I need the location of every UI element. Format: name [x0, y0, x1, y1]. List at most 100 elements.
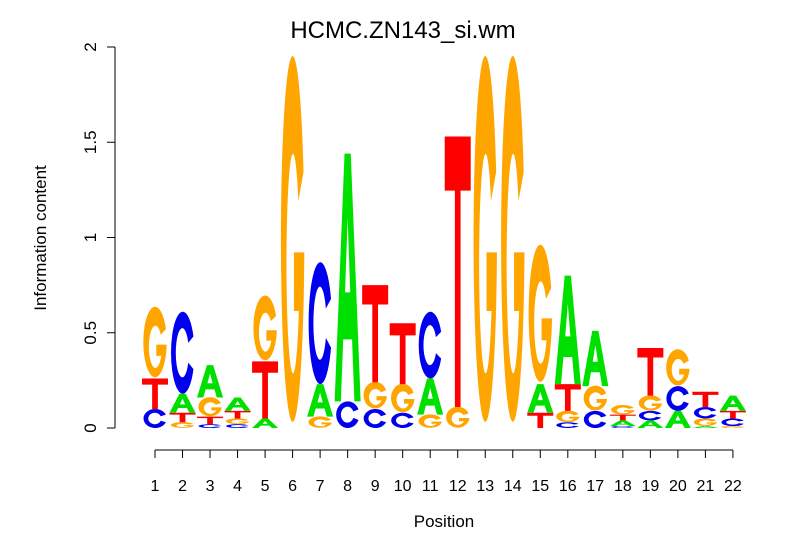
- logo-letter-A: [719, 395, 746, 411]
- logo-letter-G: [308, 416, 332, 428]
- logo-letter-G: [528, 244, 552, 382]
- logo-letter-A: [307, 384, 334, 417]
- logo-letter-T: [527, 412, 554, 428]
- logo-letter-A: [554, 275, 581, 385]
- x-tick-label: 5: [261, 478, 270, 495]
- x-tick-label: 22: [724, 478, 742, 495]
- x-tick-label: 2: [178, 478, 187, 495]
- logo-letter-G: [143, 306, 167, 378]
- logo-letter-A: [169, 393, 196, 413]
- x-tick-label: 11: [422, 478, 439, 495]
- x-tick-label: 12: [449, 478, 467, 495]
- logo-letter-C: [583, 410, 607, 428]
- x-tick-label: 16: [559, 478, 577, 495]
- x-tick-label: 8: [343, 478, 352, 495]
- logo-letter-T: [719, 410, 746, 419]
- logo-letter-C: [638, 410, 662, 421]
- logo-letter-T: [252, 361, 279, 419]
- logo-letter-T: [389, 323, 416, 385]
- x-tick-label: 3: [206, 478, 215, 495]
- logo-letter-G: [556, 410, 580, 423]
- logo-letter-A: [334, 153, 361, 402]
- logo-letters: [142, 56, 746, 428]
- logo-letter-A: [609, 420, 636, 427]
- logo-letter-A: [252, 418, 279, 428]
- logo-letter-G: [170, 422, 195, 428]
- logo-letter-C: [391, 412, 414, 428]
- logo-letter-A: [197, 365, 224, 398]
- logo-letter-T: [224, 410, 251, 419]
- logo-letter-A: [664, 410, 691, 428]
- y-tick-label: 1: [81, 233, 100, 242]
- logo-letter-C: [308, 262, 332, 385]
- logo-letter-T: [169, 412, 196, 423]
- logo-letter-G: [693, 418, 718, 426]
- y-axis-label: Information content: [31, 165, 50, 311]
- logo-letter-C: [336, 401, 359, 428]
- x-axis: 1 2 3 4 5 6 7 8 9 10 11 12 13 14 15 16 17 18 19 20 21 22: [151, 449, 742, 495]
- logo-letter-G: [666, 349, 690, 386]
- logo-letter-T: [692, 391, 719, 408]
- logo-letter-C: [226, 424, 249, 428]
- logo-letter-C: [198, 424, 221, 428]
- logo-letter-G: [638, 395, 663, 411]
- logo-letter-G: [501, 56, 525, 422]
- x-tick-label: 15: [531, 478, 549, 495]
- logo-letter-T: [142, 378, 168, 409]
- x-tick-label: 18: [614, 478, 632, 495]
- x-tick-label: 13: [476, 478, 494, 495]
- logo-letter-T: [197, 416, 224, 425]
- logo-letter-T: [444, 136, 471, 408]
- logo-letter-G: [611, 404, 635, 415]
- x-tick-label: 21: [697, 478, 715, 495]
- logo-letter-C: [666, 386, 689, 411]
- logo-letter-G: [446, 406, 470, 428]
- logo-letter-G: [418, 414, 442, 428]
- logo-letter-G: [721, 426, 745, 428]
- x-tick-label: 17: [586, 478, 604, 495]
- logo-letter-T: [362, 285, 389, 383]
- x-tick-label: 1: [151, 478, 160, 495]
- y-tick-label: 0.5: [81, 321, 100, 345]
- logo-letter-G: [583, 385, 608, 411]
- logo-letter-C: [418, 311, 442, 379]
- logo-letter-C: [721, 418, 744, 427]
- x-tick-label: 9: [371, 478, 380, 495]
- x-tick-label: 10: [394, 478, 412, 495]
- logo-letter-C: [693, 407, 717, 419]
- y-tick-label: 2: [81, 42, 100, 51]
- y-axis: 0 0.5 1 1.5 2: [81, 42, 116, 433]
- logo-letter-G: [225, 418, 250, 425]
- x-tick-label: 19: [641, 478, 659, 495]
- logo-letter-G: [473, 56, 497, 422]
- logo-letter-G: [280, 56, 305, 422]
- chart-title: HCMC.ZN143_si.wm: [290, 17, 515, 44]
- logo-letter-C: [363, 408, 387, 428]
- x-tick-label: 14: [504, 478, 522, 495]
- y-tick-label: 0: [81, 423, 100, 432]
- logo-letter-T: [554, 384, 581, 411]
- x-tick-label: 4: [233, 478, 242, 495]
- logo-letter-C: [171, 311, 194, 394]
- x-tick-label: 7: [316, 478, 325, 495]
- logo-letter-G: [391, 383, 415, 413]
- logo-letter-A: [692, 426, 719, 428]
- logo-letter-A: [224, 397, 251, 411]
- logo-letter-C: [556, 422, 579, 428]
- logo-letter-G: [198, 397, 222, 417]
- logo-letter-T: [609, 414, 636, 421]
- logo-letter-T: [637, 347, 664, 396]
- y-tick-label: 1.5: [81, 130, 100, 154]
- logo-letter-C: [143, 408, 166, 428]
- logo-letter-C: [611, 426, 634, 428]
- logo-letter-A: [582, 330, 609, 387]
- x-axis-label: Position: [414, 512, 474, 531]
- x-tick-label: 20: [669, 478, 687, 495]
- logo-letter-G: [253, 295, 277, 361]
- logo-letter-G: [363, 381, 387, 409]
- logo-letter-A: [527, 384, 554, 413]
- logo-letter-A: [417, 378, 444, 415]
- logo-letter-A: [637, 420, 664, 428]
- x-tick-label: 6: [288, 478, 297, 495]
